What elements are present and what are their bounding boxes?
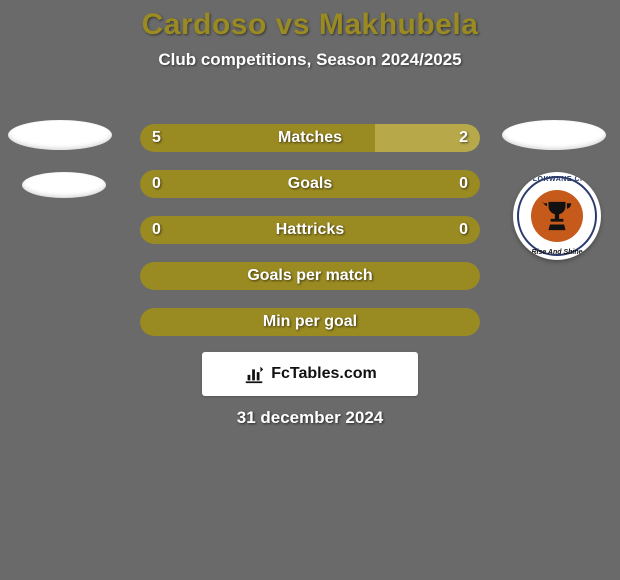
stat-row: Matches5 2	[140, 124, 480, 152]
stat-row: Hattricks0 0	[140, 216, 480, 244]
stat-label: Goals	[140, 170, 480, 198]
right-player-badges: POLOKWANE CITY Rise And Shine	[502, 120, 612, 260]
player-placeholder-icon	[502, 120, 606, 150]
player-placeholder-icon	[22, 172, 106, 198]
stat-value-right: 2	[459, 124, 468, 152]
trophy-icon	[540, 199, 574, 233]
stat-value-left: 5	[152, 124, 161, 152]
barchart-icon	[243, 363, 265, 385]
comparison-infographic: Cardoso vs Makhubela Club competitions, …	[0, 0, 620, 580]
page-title: Cardoso vs Makhubela	[0, 0, 620, 42]
stat-label: Matches	[140, 124, 480, 152]
club-badge-inner	[531, 190, 583, 242]
stat-label: Hattricks	[140, 216, 480, 244]
stat-label: Min per goal	[140, 308, 480, 336]
stat-row: Goals0 0	[140, 170, 480, 198]
club-badge-bottom-text: Rise And Shine	[513, 249, 601, 256]
date-label: 31 december 2024	[0, 408, 620, 428]
stat-bars: Matches52Goals00Hattricks00Goals per mat…	[140, 124, 480, 354]
left-player-badges	[8, 120, 118, 220]
player-placeholder-icon	[8, 120, 112, 150]
stat-value-left: 0	[152, 216, 161, 244]
attribution-badge: FcTables.com	[202, 352, 418, 396]
club-badge: POLOKWANE CITY Rise And Shine	[513, 172, 601, 260]
stat-row: Goals per match	[140, 262, 480, 290]
club-badge-top-text: POLOKWANE CITY	[513, 176, 601, 183]
page-subtitle: Club competitions, Season 2024/2025	[0, 50, 620, 70]
stat-label: Goals per match	[140, 262, 480, 290]
stat-value-right: 0	[459, 216, 468, 244]
stat-value-right: 0	[459, 170, 468, 198]
attribution-text: FcTables.com	[271, 365, 377, 383]
stat-row: Min per goal	[140, 308, 480, 336]
stat-value-left: 0	[152, 170, 161, 198]
